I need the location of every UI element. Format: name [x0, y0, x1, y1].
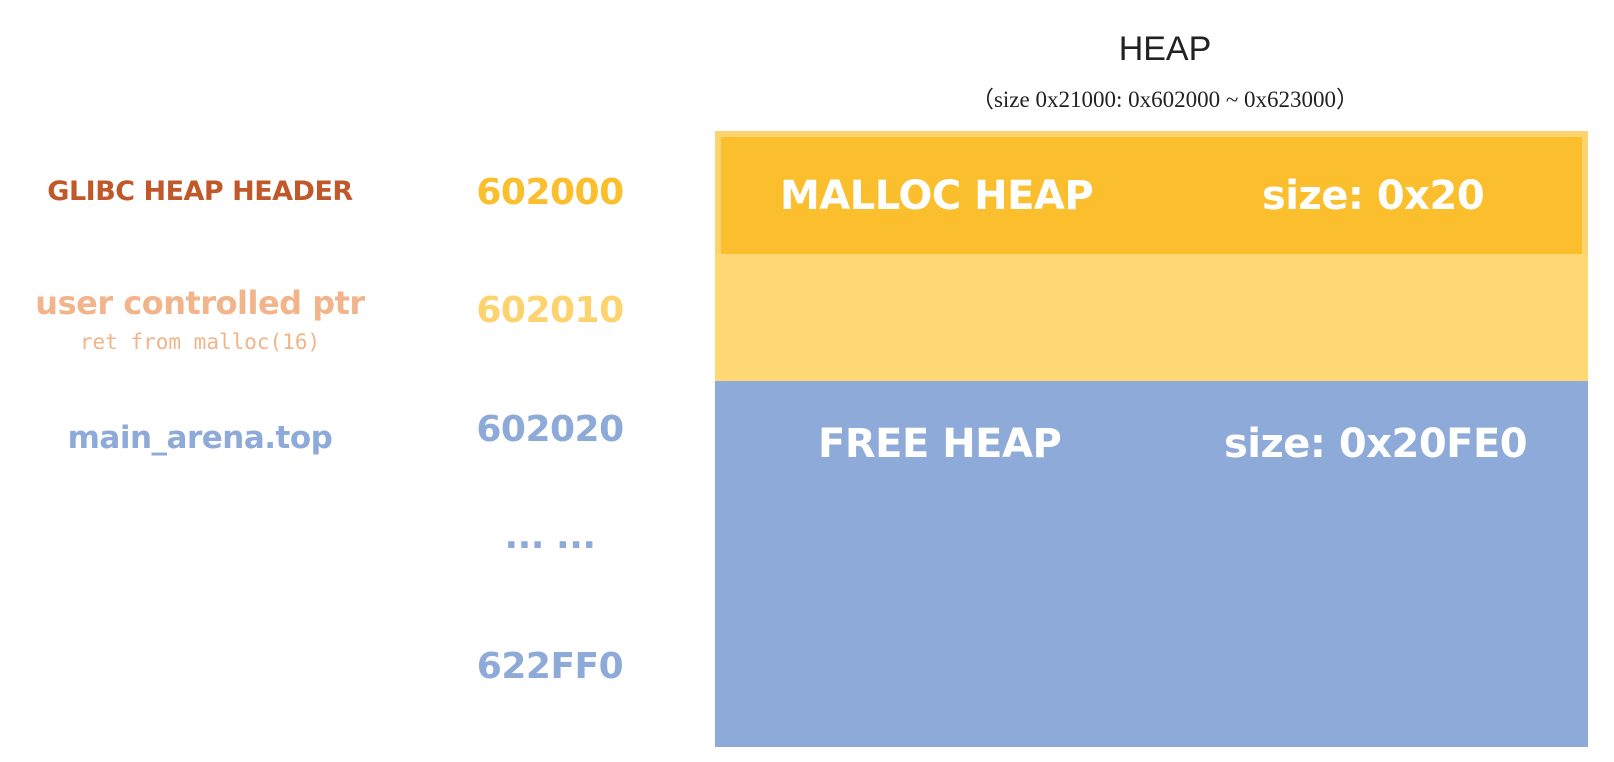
user-ptr-note: ret from malloc(16) [79, 330, 321, 354]
address-602010: 602010 [476, 290, 624, 331]
malloc-heap-block [721, 137, 1582, 254]
free-heap-label: FREE HEAP [818, 421, 1062, 467]
address-602000: 602000 [476, 172, 624, 213]
glibc-heap-header-label: GLIBC HEAP HEADER [47, 176, 353, 207]
free-heap-block [715, 381, 1588, 747]
user-controlled-ptr-label: user controlled ptr [35, 284, 365, 322]
main-arena-top-label: main_arena.top [67, 420, 333, 456]
heap-subtitle: （size 0x21000: 0x602000 ~ 0x623000） [970, 87, 1360, 112]
malloc-heap-label: MALLOC HEAP [780, 173, 1094, 219]
address-602020: 602020 [476, 409, 624, 450]
free-heap-size: size: 0x20FE0 [1224, 421, 1528, 467]
user-data-block [715, 254, 1588, 381]
heap-title: HEAP [1118, 30, 1212, 68]
address-622ff0: 622FF0 [476, 646, 624, 687]
address-ellipsis: ... ... [504, 516, 596, 557]
malloc-heap-size: size: 0x20 [1262, 173, 1485, 219]
